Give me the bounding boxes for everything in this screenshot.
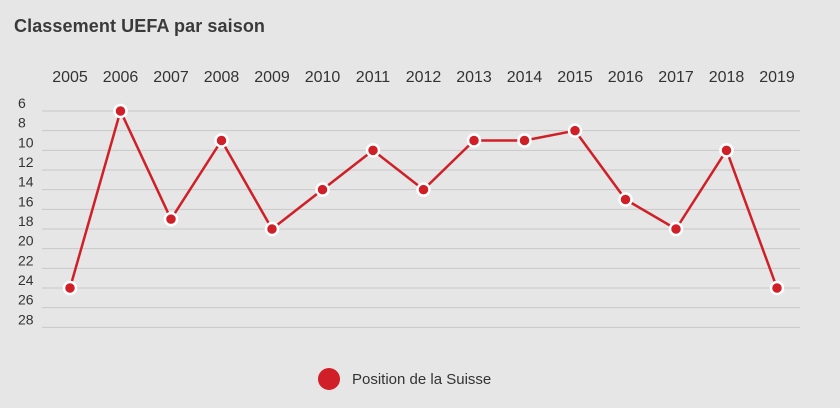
y-tick-label: 22	[18, 252, 34, 268]
data-point	[719, 143, 734, 158]
y-tick-label: 6	[18, 95, 26, 111]
x-tick-label: 2016	[608, 69, 644, 86]
x-tick-label: 2006	[103, 69, 139, 86]
x-tick-label: 2019	[759, 69, 795, 86]
data-point	[264, 221, 280, 237]
x-tick-label: 2008	[204, 69, 240, 86]
data-point	[668, 221, 684, 237]
line-chart: 6 8 10 12 14 16 18 20 22 24 26 28 2005 2006 2007 2008 20…	[18, 69, 800, 328]
x-tick-label: 2005	[52, 69, 88, 86]
y-tick-label: 18	[18, 213, 34, 229]
y-tick-label: 24	[18, 272, 34, 288]
y-tick-label: 10	[18, 134, 34, 150]
legend-label: Position de la Suisse	[352, 370, 492, 388]
data-point	[618, 192, 633, 207]
x-tick-label: 2015	[557, 69, 593, 86]
data-point	[517, 133, 532, 148]
series-line	[68, 109, 779, 289]
y-tick-label: 8	[18, 115, 26, 131]
data-point	[416, 182, 431, 197]
legend-marker	[318, 368, 340, 390]
x-tick-label: 2012	[406, 69, 442, 86]
y-tick-label: 20	[18, 233, 34, 249]
y-tick-label: 28	[18, 311, 34, 327]
data-point	[365, 143, 381, 158]
x-tick-label: 2009	[254, 69, 290, 86]
x-tick-label: 2007	[153, 69, 189, 86]
data-point	[466, 133, 482, 148]
data-point	[113, 103, 128, 119]
y-tick-label: 12	[18, 154, 34, 170]
data-point	[62, 280, 78, 296]
chart-title: Classement UEFA par saison	[14, 16, 266, 36]
y-tick-label: 16	[18, 193, 34, 209]
legend: Position de la Suisse	[318, 368, 491, 390]
x-tick-label: 2011	[356, 69, 391, 86]
x-tick-label: 2014	[507, 69, 543, 86]
y-tick-label: 26	[18, 292, 34, 308]
x-tick-label: 2018	[709, 69, 745, 86]
x-tick-label: 2013	[456, 69, 492, 86]
data-point	[163, 211, 179, 227]
y-tick-label: 14	[18, 174, 34, 190]
data-point	[315, 182, 330, 197]
x-tick-label: 2017	[658, 69, 694, 86]
data-point	[214, 133, 229, 148]
data-point	[567, 123, 583, 138]
x-tick-label: 2010	[305, 69, 341, 86]
data-point	[769, 280, 785, 296]
